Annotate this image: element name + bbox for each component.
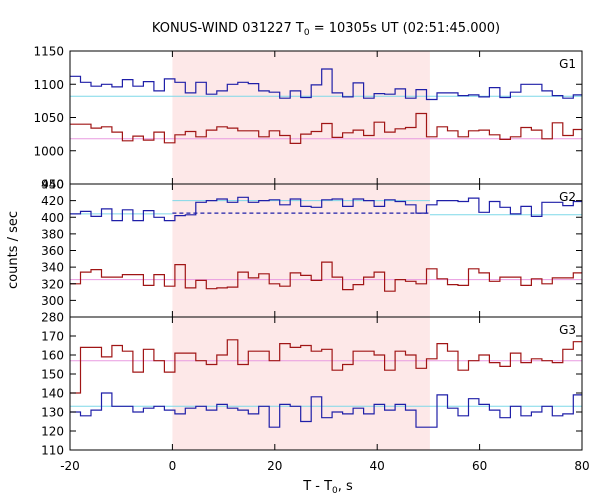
x-tick-label: 0: [169, 459, 177, 473]
x-axis-label: T - T0, s: [302, 479, 353, 496]
series-layer: [70, 68, 582, 428]
series-g3-b: [70, 339, 582, 394]
y-axis-label: counts / sec: [6, 211, 21, 289]
y-tick-label: 340: [41, 261, 64, 275]
x-tick-label: 20: [267, 459, 282, 473]
y-tick-label: 1000: [33, 144, 64, 158]
panel-label-g1: G1: [559, 57, 576, 71]
series-g3-a: [70, 392, 582, 428]
y-tick-label: 300: [41, 294, 64, 308]
y-tick-label: 1100: [33, 78, 64, 92]
y-tick-label: 360: [41, 244, 64, 258]
x-tick-label: -20: [60, 459, 80, 473]
shaded-interval: [172, 51, 430, 450]
y-tick-label: 400: [41, 211, 64, 225]
y-tick-label: 160: [41, 349, 64, 363]
panel-label-g3: G3: [559, 323, 576, 337]
y-tick-label: 280: [41, 311, 64, 325]
shaded-interval-layer: [172, 51, 430, 450]
y-tick-label: 110: [41, 444, 64, 458]
y-tick-label: 1050: [33, 111, 64, 125]
y-tick-label: 440: [41, 178, 64, 192]
y-tick-label: 170: [41, 330, 64, 344]
y-tick-label: 140: [41, 387, 64, 401]
series-g1-b: [70, 112, 582, 144]
series-g1-a: [70, 68, 582, 101]
y-tick-label: 150: [41, 368, 64, 382]
chart-title: KONUS-WIND 031227 T0 = 10305s UT (02:51:…: [152, 21, 500, 38]
tick-layer: G19501000105011001150G228030032034036038…: [33, 45, 589, 474]
x-tick-label: 60: [472, 459, 487, 473]
x-tick-label: 80: [574, 459, 589, 473]
series-g2-a: [70, 196, 582, 222]
y-tick-label: 130: [41, 406, 64, 420]
y-tick-label: 120: [41, 425, 64, 439]
series-g2-b: [70, 261, 582, 292]
x-tick-label: 40: [370, 459, 385, 473]
y-tick-label: 380: [41, 227, 64, 241]
y-tick-label: 320: [41, 277, 64, 291]
panel-label-g2: G2: [559, 190, 576, 204]
y-tick-label: 950: [41, 178, 64, 192]
y-tick-label: 420: [41, 194, 64, 208]
y-tick-label: 1150: [33, 45, 64, 59]
panel-frame-g3: [69, 316, 583, 451]
